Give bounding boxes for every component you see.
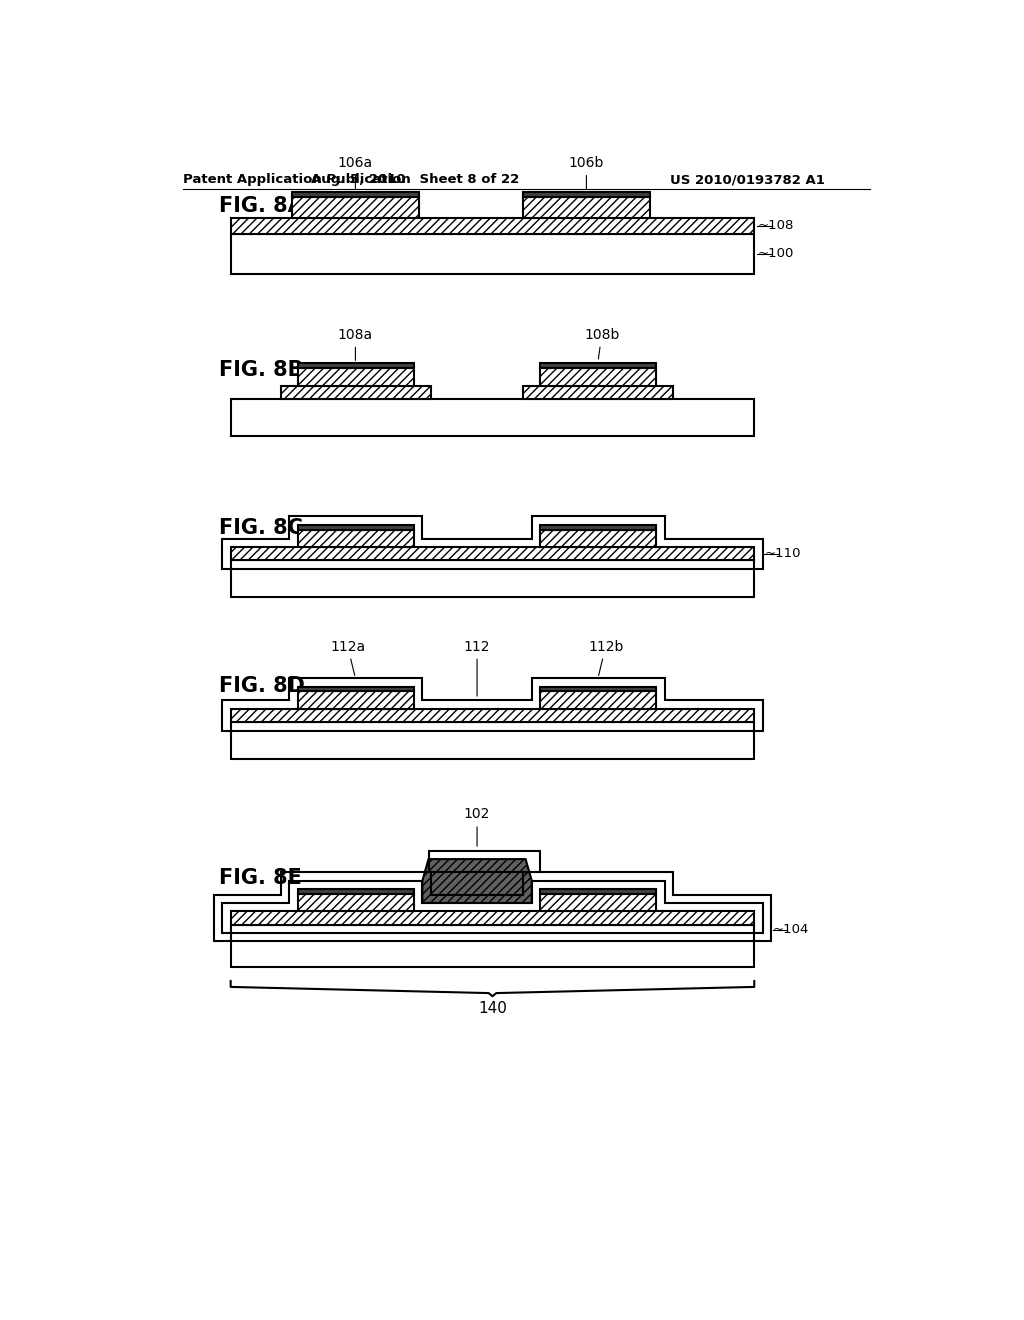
Bar	[523, 385, 674, 399]
Bar	[292, 191, 419, 197]
Bar	[541, 368, 656, 385]
Text: ~108: ~108	[758, 219, 794, 232]
Text: ~110: ~110	[764, 546, 801, 560]
Bar	[541, 363, 656, 368]
Text: 112: 112	[464, 639, 490, 696]
Bar	[541, 529, 656, 548]
Bar	[230, 234, 755, 275]
Bar	[230, 548, 755, 561]
Text: 112b: 112b	[588, 639, 624, 676]
Text: FIG. 8B: FIG. 8B	[219, 360, 303, 380]
Text: ~104: ~104	[773, 923, 809, 936]
Text: FIG. 8E: FIG. 8E	[219, 869, 302, 888]
Bar	[230, 722, 755, 759]
Bar	[541, 525, 656, 529]
Bar	[230, 561, 755, 598]
Bar	[298, 686, 414, 692]
Text: 106a: 106a	[338, 156, 373, 189]
Text: 106b: 106b	[568, 156, 604, 189]
Bar	[292, 197, 419, 218]
Text: 102: 102	[464, 808, 490, 846]
Text: FIG. 8A: FIG. 8A	[219, 197, 304, 216]
Text: FIG. 8C: FIG. 8C	[219, 517, 303, 539]
Text: 108b: 108b	[584, 327, 620, 359]
Bar	[230, 924, 755, 966]
Bar	[298, 368, 414, 385]
Bar	[523, 197, 650, 218]
Bar	[298, 692, 414, 709]
Polygon shape	[422, 859, 531, 903]
Text: FIG. 8D: FIG. 8D	[219, 676, 305, 696]
Bar	[523, 191, 650, 197]
Bar	[230, 399, 755, 436]
Bar	[298, 529, 414, 548]
Bar	[298, 363, 414, 368]
Bar	[541, 692, 656, 709]
Text: 140: 140	[478, 1001, 507, 1016]
Bar	[230, 218, 755, 234]
Text: Aug. 5, 2010   Sheet 8 of 22: Aug. 5, 2010 Sheet 8 of 22	[311, 173, 519, 186]
Bar	[230, 912, 755, 924]
Bar	[298, 890, 414, 894]
Text: 112a: 112a	[330, 639, 366, 676]
Bar	[541, 890, 656, 894]
Bar	[298, 525, 414, 529]
Bar	[281, 385, 431, 399]
Bar	[298, 894, 414, 911]
Bar	[541, 686, 656, 692]
Text: US 2010/0193782 A1: US 2010/0193782 A1	[670, 173, 824, 186]
Text: ~100: ~100	[758, 247, 794, 260]
Bar	[230, 709, 755, 722]
Text: 108a: 108a	[338, 327, 373, 360]
Text: Patent Application Publication: Patent Application Publication	[183, 173, 411, 186]
Bar	[541, 894, 656, 911]
